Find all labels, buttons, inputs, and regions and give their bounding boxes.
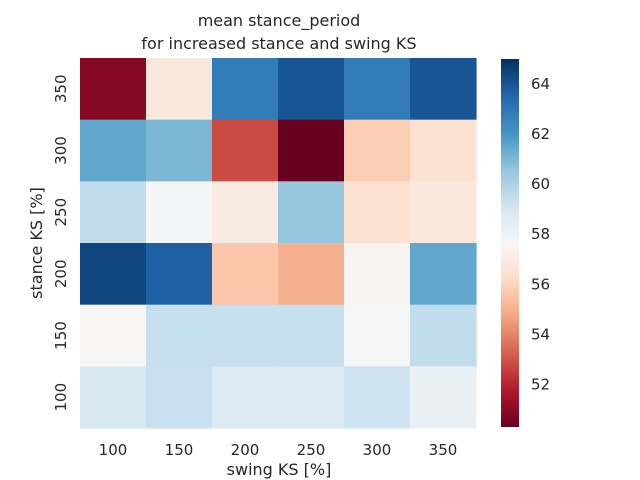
x-tick-label: 350 [429, 441, 458, 459]
heatmap-cell-350-350 [410, 58, 477, 121]
heatmap-cell-300-150 [146, 119, 213, 182]
colorbar-tick-label: 58 [531, 225, 550, 243]
x-tick-label: 250 [297, 441, 326, 459]
heatmap-cell-200-350 [410, 243, 477, 306]
x-tick-labels: 100 150 200 250 300 350 [99, 441, 458, 459]
chart-title-line-2: for increased stance and swing KS [141, 34, 416, 53]
y-tick-label: 150 [52, 321, 70, 350]
heatmap-cell-300-100 [80, 119, 147, 182]
heatmap-cell-150-100 [80, 304, 147, 367]
y-tick-label: 200 [52, 260, 70, 289]
colorbar-tick-label: 56 [531, 275, 550, 293]
y-axis-label: stance KS [%] [27, 187, 46, 299]
heatmap-cell-200-300 [344, 243, 411, 306]
x-tick-label: 300 [363, 441, 392, 459]
x-tick-label: 100 [99, 441, 128, 459]
heatmap-cell-250-350 [410, 181, 477, 244]
colorbar-tick-label: 62 [531, 125, 550, 143]
heatmap-cell-350-200 [212, 58, 279, 121]
heatmap-cell-250-300 [344, 181, 411, 244]
colorbar [501, 59, 519, 427]
heatmap-cell-300-250 [278, 119, 345, 182]
heatmap-cell-150-300 [344, 304, 411, 367]
heatmap-cell-300-300 [344, 119, 411, 182]
heatmap-cell-100-100 [80, 366, 147, 429]
y-tick-label: 250 [52, 198, 70, 227]
heatmap-cell-350-100 [80, 58, 147, 121]
colorbar-tick-label: 52 [531, 375, 550, 393]
heatmap-cell-250-100 [80, 181, 147, 244]
heatmap-cell-100-350 [410, 366, 477, 429]
colorbar-tick-label: 60 [531, 175, 550, 193]
y-tick-label: 350 [52, 75, 70, 104]
heatmap-cell-150-200 [212, 304, 279, 367]
heatmap-cell-100-250 [278, 366, 345, 429]
heatmap-cell-350-250 [278, 58, 345, 121]
y-tick-label: 300 [52, 136, 70, 165]
heatmap-cell-350-300 [344, 58, 411, 121]
colorbar-ticks: 52 54 56 58 60 62 64 [531, 75, 550, 393]
colorbar-tick-label: 64 [531, 75, 550, 93]
heatmap-cell-300-200 [212, 119, 279, 182]
heatmap-cell-150-150 [146, 304, 213, 367]
chart-title-line-1: mean stance_period [198, 11, 361, 31]
heatmap-cell-150-350 [410, 304, 477, 367]
y-tick-labels: 350 300 250 200 150 100 [52, 75, 70, 412]
heatmap-cell-250-250 [278, 181, 345, 244]
heatmap-cells [80, 58, 477, 429]
heatmap-cell-250-150 [146, 181, 213, 244]
heatmap-cell-350-150 [146, 58, 213, 121]
heatmap-cell-200-100 [80, 243, 147, 306]
y-tick-label: 100 [52, 383, 70, 412]
x-tick-label: 200 [231, 441, 260, 459]
heatmap-cell-150-250 [278, 304, 345, 367]
heatmap-cell-200-150 [146, 243, 213, 306]
heatmap-cell-300-350 [410, 119, 477, 182]
heatmap-cell-200-200 [212, 243, 279, 306]
x-axis-label: swing KS [%] [227, 460, 332, 479]
heatmap-cell-200-250 [278, 243, 345, 306]
heatmap-cell-100-150 [146, 366, 213, 429]
heatmap-cell-100-300 [344, 366, 411, 429]
heatmap-cell-250-200 [212, 181, 279, 244]
heatmap-cell-100-200 [212, 366, 279, 429]
x-tick-label: 150 [165, 441, 194, 459]
colorbar-tick-label: 54 [531, 325, 550, 343]
